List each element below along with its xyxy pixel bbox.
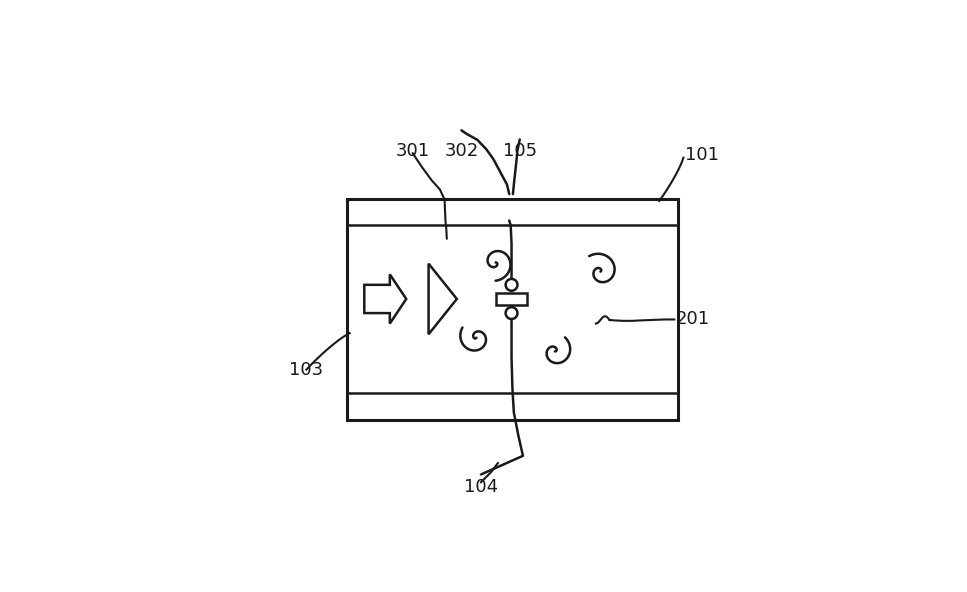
- Text: 105: 105: [503, 142, 537, 160]
- Bar: [496, 292, 527, 305]
- Text: 201: 201: [676, 310, 710, 329]
- Text: 103: 103: [289, 361, 324, 379]
- Polygon shape: [365, 274, 406, 324]
- Text: 101: 101: [685, 146, 718, 165]
- Text: 301: 301: [396, 142, 429, 160]
- Circle shape: [506, 279, 517, 291]
- Bar: [347, 199, 678, 420]
- Text: 302: 302: [444, 142, 479, 160]
- Polygon shape: [428, 263, 456, 334]
- Text: 104: 104: [464, 478, 498, 496]
- Circle shape: [506, 307, 517, 319]
